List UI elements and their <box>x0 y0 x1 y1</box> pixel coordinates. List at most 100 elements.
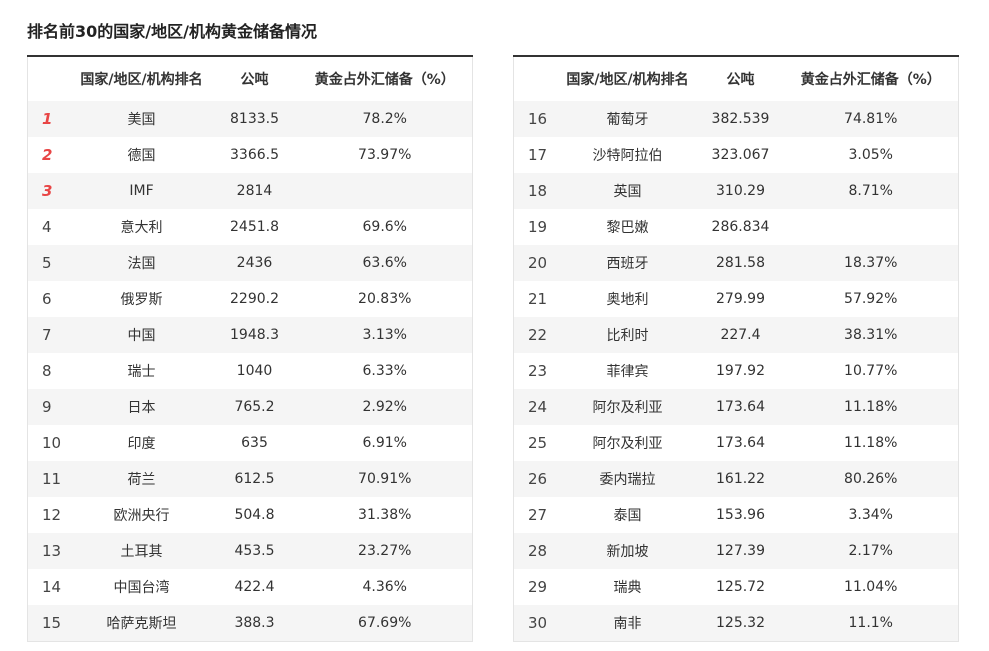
rank-cell: 18 <box>513 173 558 209</box>
tonnes-cell: 2290.2 <box>230 291 279 307</box>
table-row: 9 日本 765.2 2.92% <box>27 389 473 425</box>
table-row: 25 阿尔及利亚 173.64 11.18% <box>514 425 959 461</box>
rank-cell: 3 <box>27 173 72 209</box>
data-table: 国家/地区/机构排名 公吨 黄金占外汇储备（%） 1 美国 8133.5 78.2% 2 德国 3… <box>27 55 473 642</box>
rank-cell: 12 <box>42 506 62 524</box>
tonnes-cell: 286.834 <box>711 219 770 235</box>
name-cell: 新加坡 <box>557 533 698 569</box>
header-cell: 黄金占外汇储备（%） <box>314 72 455 88</box>
name-cell: 沙特阿拉伯 <box>592 148 663 164</box>
page-title: 排名前30的国家/地区/机构黄金储备情况 <box>27 22 317 41</box>
rank-cell: 27 <box>528 506 548 524</box>
name-cell: 土耳其 <box>71 533 212 569</box>
name-cell: 菲律宾 <box>606 364 649 380</box>
table-row: 22 比利时 227.4 38.31% <box>513 317 959 353</box>
table-row: 1 美国 8133.5 78.2% <box>27 101 473 137</box>
tonnes-cell: 765.2 <box>211 389 298 425</box>
percent-cell: 78.2% <box>297 101 473 137</box>
percent-cell: 8.71% <box>783 173 959 209</box>
table-row: 28 新加坡 127.39 2.17% <box>513 533 959 569</box>
tonnes-cell: 635 <box>241 435 268 451</box>
table-row: 16 葡萄牙 382.539 74.81% <box>513 101 959 137</box>
table-row: 15 哈萨克斯坦 388.3 67.69% <box>27 605 473 642</box>
tonnes-cell: 197.92 <box>716 363 765 379</box>
percent-cell: 11.18% <box>783 389 959 425</box>
tonnes-cell: 612.5 <box>211 461 298 497</box>
name-cell: 南非 <box>557 605 698 642</box>
tonnes-cell: 382.539 <box>697 101 784 137</box>
name-cell: IMF <box>71 173 212 209</box>
table-row: 13 土耳其 453.5 23.27% <box>27 533 473 569</box>
name-cell: 阿尔及利亚 <box>557 389 698 425</box>
tonnes-cell: 1040 <box>236 363 273 379</box>
name-cell: 葡萄牙 <box>557 101 698 137</box>
table-row: 30 南非 125.32 11.1% <box>513 605 959 642</box>
rank-cell: 23 <box>528 362 548 380</box>
name-cell: 意大利 <box>120 220 163 236</box>
rank-cell: 2 <box>42 146 53 164</box>
percent-cell: 18.37% <box>783 245 959 281</box>
header-cell: 国家/地区/机构排名 <box>80 72 203 88</box>
rank-cell: 24 <box>513 389 558 425</box>
rank-cell: 26 <box>513 461 558 497</box>
table-row: 20 西班牙 281.58 18.37% <box>513 245 959 281</box>
tonnes-cell: 125.32 <box>697 605 784 642</box>
table-row: 19 黎巴嫩 286.834 <box>514 209 959 245</box>
percent-cell: 63.6% <box>297 245 473 281</box>
tonnes-cell: 310.29 <box>697 173 784 209</box>
name-cell: 黎巴嫩 <box>606 220 649 236</box>
rank-cell: 15 <box>27 605 72 642</box>
tonnes-cell: 2814 <box>211 173 298 209</box>
table-row: 18 英国 310.29 8.71% <box>513 173 959 209</box>
tonnes-cell: 173.64 <box>697 389 784 425</box>
percent-cell: 74.81% <box>783 101 959 137</box>
rank-cell: 14 <box>42 578 62 596</box>
name-cell: 泰国 <box>613 508 642 524</box>
name-cell: 欧洲央行 <box>113 508 170 524</box>
percent-cell: 6.91% <box>362 435 407 451</box>
percent-cell: 23.27% <box>297 533 473 569</box>
header-row: 国家/地区/机构排名 公吨 黄金占外汇储备（%） <box>28 56 473 101</box>
name-cell: 德国 <box>127 148 156 164</box>
table-row: 27 泰国 153.96 3.34% <box>514 497 959 533</box>
name-cell: 美国 <box>71 101 212 137</box>
percent-cell: 57.92% <box>844 291 898 307</box>
rank-cell: 29 <box>528 578 548 596</box>
name-cell: 中国台湾 <box>113 580 170 596</box>
percent-cell: 2.92% <box>297 389 473 425</box>
name-cell: 英国 <box>557 173 698 209</box>
rank-cell: 7 <box>27 317 72 353</box>
table-row: 14 中国台湾 422.4 4.36% <box>28 569 473 605</box>
name-cell: 瑞士 <box>127 364 156 380</box>
percent-cell: 38.31% <box>783 317 959 353</box>
table-row: 21 奥地利 279.99 57.92% <box>514 281 959 317</box>
rank-cell: 25 <box>528 434 548 452</box>
name-cell: 俄罗斯 <box>120 292 163 308</box>
percent-cell: 11.18% <box>844 435 898 451</box>
percent-cell: 3.05% <box>848 147 893 163</box>
name-cell: 奥地利 <box>606 292 649 308</box>
name-cell: 阿尔及利亚 <box>592 436 663 452</box>
name-cell: 法国 <box>71 245 212 281</box>
rank-cell: 28 <box>513 533 558 569</box>
table-row: 8 瑞士 1040 6.33% <box>28 353 473 389</box>
rank-cell: 10 <box>42 434 62 452</box>
table-row: 17 沙特阿拉伯 323.067 3.05% <box>514 137 959 173</box>
tonnes-cell: 504.8 <box>234 507 275 523</box>
percent-cell: 31.38% <box>358 507 412 523</box>
header-cell: 国家/地区/机构排名 <box>566 72 689 88</box>
table-row: 7 中国 1948.3 3.13% <box>27 317 473 353</box>
tonnes-cell: 1948.3 <box>211 317 298 353</box>
percent-cell: 2.17% <box>783 533 959 569</box>
table-row: 5 法国 2436 63.6% <box>27 245 473 281</box>
name-cell: 日本 <box>71 389 212 425</box>
percent-cell: 67.69% <box>297 605 473 642</box>
rank-cell: 13 <box>27 533 72 569</box>
name-cell: 中国 <box>71 317 212 353</box>
table-row: 3 IMF 2814 <box>27 173 473 209</box>
tonnes-cell: 323.067 <box>711 147 770 163</box>
rank-cell: 9 <box>27 389 72 425</box>
name-cell: 印度 <box>127 436 156 452</box>
header-cell <box>28 56 72 101</box>
rank-cell: 11 <box>27 461 72 497</box>
